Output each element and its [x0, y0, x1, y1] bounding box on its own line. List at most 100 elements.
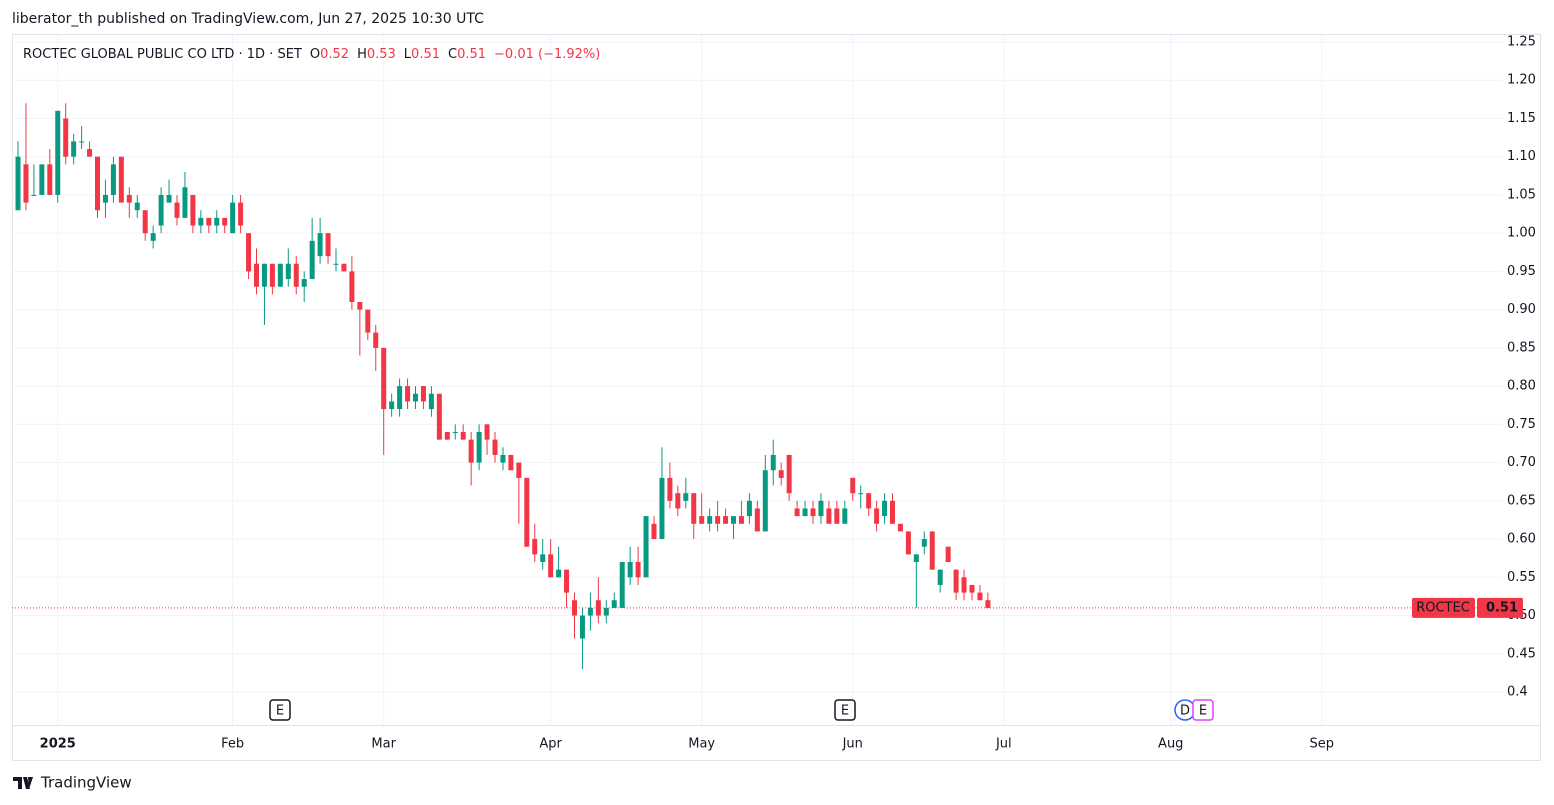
candle-body	[23, 164, 29, 203]
candle-body	[667, 477, 673, 501]
candle-body	[866, 493, 872, 509]
x-tick-label: 2025	[40, 737, 76, 752]
legend-c: C	[448, 47, 457, 62]
candle-body	[126, 194, 132, 203]
candle-body	[428, 393, 434, 410]
candle-body	[611, 600, 617, 608]
candle-body	[452, 432, 458, 433]
event-marker	[269, 699, 291, 721]
x-tick-label: Jun	[842, 737, 863, 752]
chart-frame	[12, 34, 1541, 761]
candle-body	[691, 493, 697, 524]
candle-body	[603, 607, 609, 616]
candle-body	[540, 554, 546, 562]
y-tick-label: 1.05	[1507, 187, 1536, 202]
candle-body	[476, 432, 482, 463]
candle-body	[325, 233, 331, 257]
legend-symbol: ROCTEC GLOBAL PUBLIC CO LTD · 1D · SET	[23, 47, 302, 62]
event-label: D	[1180, 704, 1190, 719]
candle-body	[39, 164, 45, 195]
candle-body	[770, 454, 776, 471]
candle-body	[548, 554, 554, 578]
candle-body	[436, 393, 442, 440]
candle-body	[198, 217, 204, 226]
y-tick-label: 1.00	[1507, 226, 1536, 241]
candle-body	[246, 233, 252, 272]
y-tick-label: 0.75	[1507, 417, 1536, 432]
candle-body	[842, 508, 848, 524]
legend-low: 0.51	[411, 47, 440, 62]
candle-body	[802, 508, 808, 517]
y-tick-label: 1.10	[1507, 149, 1536, 164]
candle-body	[381, 347, 387, 410]
candle-body	[206, 217, 212, 226]
candle-body	[874, 508, 880, 524]
candle-body	[595, 600, 601, 616]
candle-body	[651, 523, 657, 540]
candle-body	[102, 194, 108, 203]
candle-body	[961, 577, 967, 593]
candle-body	[516, 462, 522, 478]
footer-logo: TradingView	[13, 774, 132, 792]
event-marker	[1192, 699, 1214, 721]
candle-body	[738, 516, 744, 524]
candle-body	[174, 202, 180, 218]
candle-body	[921, 539, 927, 547]
candle-body	[373, 332, 379, 348]
price-badge	[1477, 597, 1523, 618]
candle-body	[579, 615, 585, 639]
candle-body	[420, 386, 426, 402]
candle-body	[786, 454, 792, 494]
y-tick-label: 0.80	[1507, 379, 1536, 394]
price-label: 0.51	[1486, 600, 1518, 615]
candle-body	[63, 118, 69, 157]
candle-body	[754, 508, 760, 532]
candle-body	[587, 607, 593, 616]
candle-body	[707, 516, 713, 524]
candle-body	[834, 508, 840, 524]
candle-body	[699, 516, 705, 524]
candle-body	[230, 202, 236, 234]
y-tick-label: 1.15	[1507, 111, 1536, 126]
legend: ROCTEC GLOBAL PUBLIC CO LTD · 1D · SET O 0…	[23, 47, 600, 62]
candle-body	[492, 439, 498, 455]
candle-body	[818, 500, 824, 517]
candle-body	[254, 263, 259, 287]
legend-o: O	[310, 47, 320, 62]
candle-body	[142, 210, 148, 234]
candle-body	[659, 477, 665, 540]
published-line: liberator_th published on TradingView.co…	[12, 11, 484, 27]
candle-body	[985, 600, 991, 608]
candle-body	[87, 149, 93, 157]
candle-body	[261, 263, 267, 287]
candle-body	[715, 516, 721, 524]
y-tick-label: 0.65	[1507, 493, 1536, 508]
candle-body	[746, 500, 752, 517]
y-tick-label: 0.60	[1507, 532, 1536, 547]
candle-body	[945, 546, 951, 562]
candle-body	[110, 164, 116, 195]
x-tick-label: Apr	[539, 737, 562, 752]
y-tick-label: 0.70	[1507, 455, 1536, 470]
candle-body	[500, 454, 506, 463]
candle-body	[79, 141, 85, 143]
candle-body	[508, 454, 514, 471]
x-tick-label: May	[688, 737, 715, 752]
candle-body	[150, 233, 156, 241]
candle-body	[929, 531, 935, 570]
candle-body	[238, 202, 244, 226]
candle-body	[572, 600, 577, 616]
candle-body	[182, 187, 188, 218]
x-tick-label: Feb	[221, 737, 244, 752]
candle-body	[468, 439, 474, 463]
candle-body	[277, 263, 283, 287]
legend-change: −0.01 (−1.92%)	[494, 47, 600, 62]
candle-body	[365, 309, 371, 333]
candle-body	[556, 569, 562, 578]
legend-close: 0.51	[457, 47, 486, 62]
candle-body	[357, 302, 363, 310]
candle-body	[850, 477, 856, 494]
candle-body	[675, 493, 681, 509]
